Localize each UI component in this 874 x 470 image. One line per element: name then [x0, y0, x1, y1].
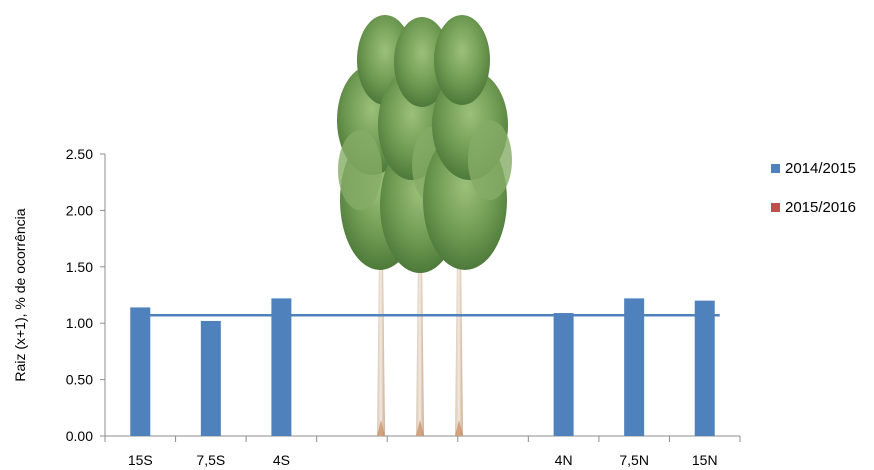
bar-15S: [130, 307, 151, 436]
eucalyptus-trees-illustration: [337, 15, 512, 436]
legend-swatch-2014-2015: [771, 163, 780, 173]
y-tick-label: 1.50: [66, 259, 93, 275]
bar-15N: [694, 300, 715, 436]
bar-7,5S: [200, 320, 221, 436]
tree-3: [423, 15, 512, 436]
x-tick-label: 4N: [555, 452, 573, 468]
y-tick-label: 0.50: [66, 372, 93, 388]
y-axis-ticks: 0.00 0.50 1.00 1.50 2.00 2.50: [66, 146, 105, 444]
legend: 2014/2015 2015/2016: [771, 158, 856, 236]
x-tick-label: 15S: [128, 452, 153, 468]
bars: [130, 298, 715, 436]
bar-4N: [553, 313, 574, 436]
legend-item-2014-2015: 2014/2015: [771, 158, 856, 178]
y-axis-title: Raiz (x+1), % de ocorrência: [12, 208, 28, 381]
legend-swatch-2015-2016: [771, 202, 780, 212]
y-tick-label: 2.00: [66, 202, 93, 218]
legend-label-2015-2016: 2015/2016: [785, 198, 856, 216]
x-tick-label: 7,5S: [196, 452, 225, 468]
x-axis-ticks: 15S 7,5S 4S 4N 7,5N 15N: [104, 436, 741, 468]
bar-7,5N: [624, 298, 645, 436]
legend-label-2014-2015: 2014/2015: [785, 159, 856, 177]
x-tick-label: 7,5N: [619, 452, 649, 468]
y-tick-label: 2.50: [66, 146, 93, 162]
x-tick-label: 4S: [273, 452, 290, 468]
legend-item-2015-2016: 2015/2016: [771, 197, 856, 217]
bar-4S: [271, 298, 292, 436]
y-tick-label: 0.00: [66, 428, 93, 444]
y-tick-label: 1.00: [66, 315, 93, 331]
x-tick-label: 15N: [692, 452, 718, 468]
